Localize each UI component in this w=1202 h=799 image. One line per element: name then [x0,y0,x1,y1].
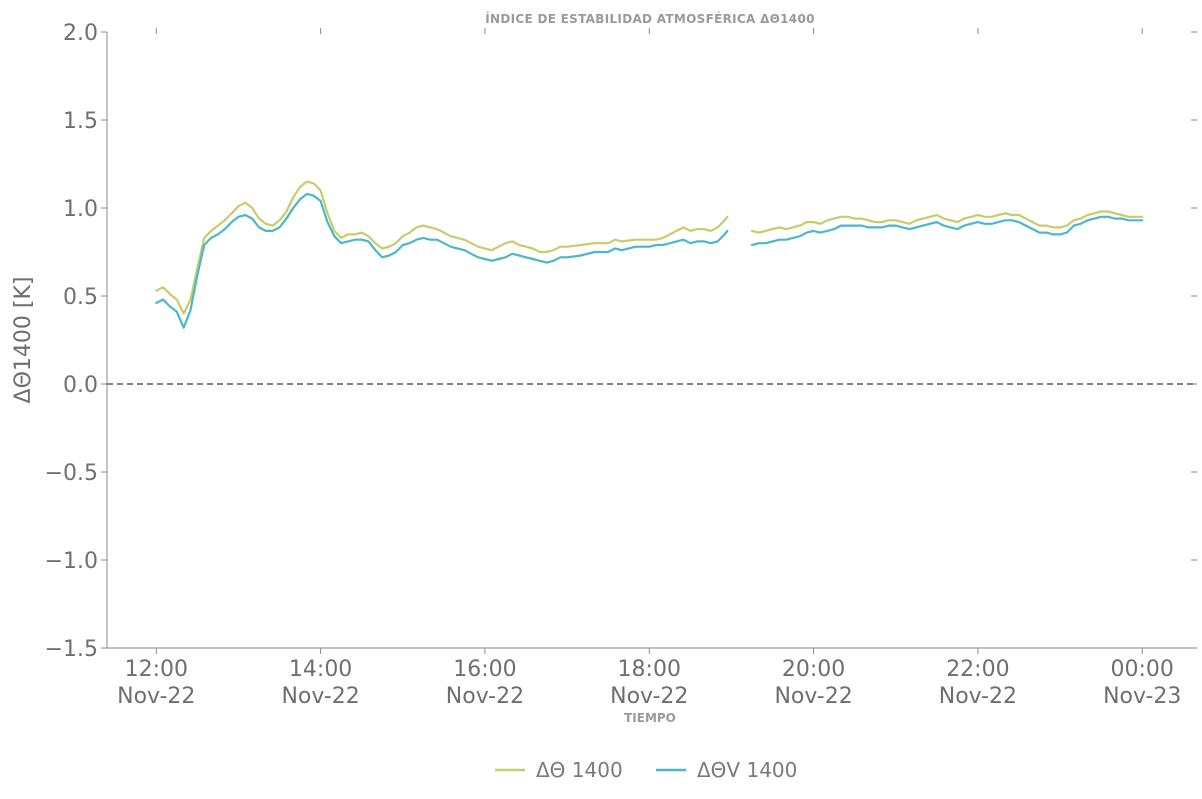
y-tick-label: −1.0 [45,549,98,574]
series-line-dtheta [155,180,1144,315]
x-tick-label-date: Nov-22 [117,684,195,709]
y-axis-label: ΔΘ1400 [K] [11,277,36,404]
axes [106,32,1197,649]
y-tick-label: 2.0 [63,21,98,46]
legend: ΔΘ 1400 ΔΘV 1400 [495,758,797,782]
x-tick-label-date: Nov-22 [446,684,524,709]
x-tick-label-date: Nov-22 [774,684,852,709]
y-tick-label: −1.5 [45,637,98,662]
x-tick-label-time: 20:00 [782,657,845,682]
x-axis-label: TIEMPO [624,711,676,725]
y-ticks: 2.0 1.5 1.0 0.5 0.0 −0.5 −1.0 −1.5 [45,21,1197,662]
y-tick-label: 0.0 [63,373,98,398]
x-tick-label-time: 16:00 [453,657,516,682]
series-line-dthetav [155,192,1144,329]
legend-label-dthetav: ΔΘV 1400 [697,758,797,782]
x-tick-label-date: Nov-23 [1103,684,1181,709]
x-tick-label-time: 00:00 [1111,657,1174,682]
y-tick-label: 0.5 [63,285,98,310]
y-tick-label: 1.0 [63,197,98,222]
series-group [155,180,1144,329]
legend-item-dtheta: ΔΘ 1400 [495,758,623,782]
x-tick-label-time: 18:00 [618,657,681,682]
x-tick-label-date: Nov-22 [610,684,688,709]
x-tick-label-date: Nov-22 [939,684,1017,709]
legend-label-dtheta: ΔΘ 1400 [536,758,623,782]
y-tick-label: −0.5 [45,461,98,486]
x-ticks: 12:00Nov-2214:00Nov-2216:00Nov-2218:00No… [117,28,1181,709]
y-tick-label: 1.5 [63,109,98,134]
legend-item-dthetav: ΔΘV 1400 [656,758,797,782]
x-tick-label-time: 22:00 [946,657,1009,682]
x-tick-label-time: 12:00 [125,657,188,682]
chart-title: ÍNDICE DE ESTABILIDAD ATMOSFÉRICA ΔΘ1400 [485,11,815,26]
x-tick-label-time: 14:00 [289,657,352,682]
x-tick-label-date: Nov-22 [281,684,359,709]
